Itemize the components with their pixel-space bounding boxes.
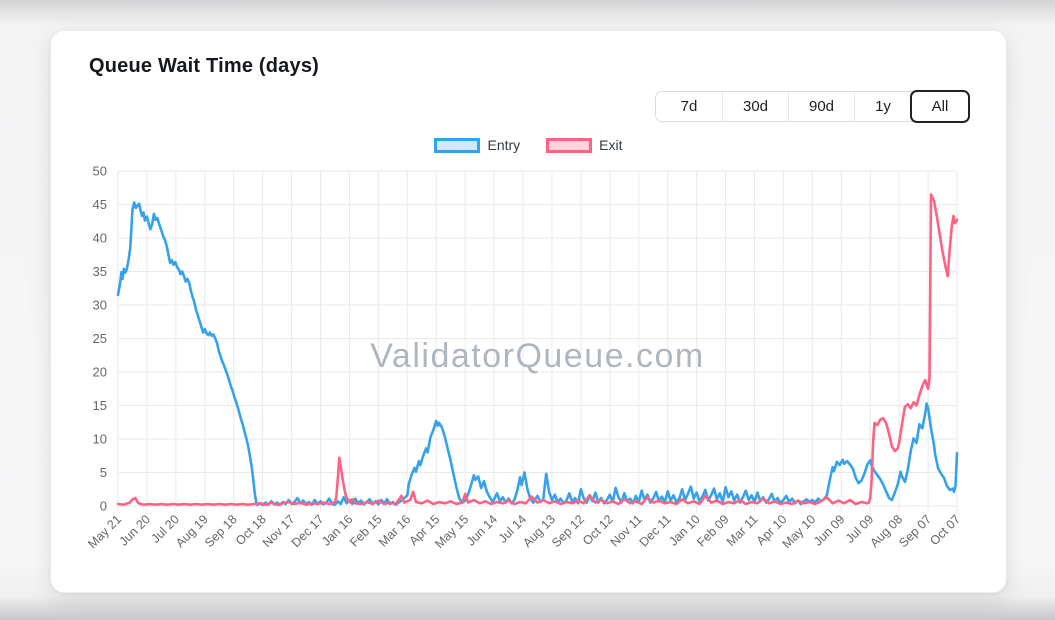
y-tick-label: 25 xyxy=(93,331,107,346)
x-tick-label: Oct 07 xyxy=(927,512,963,548)
x-tick-label: May 21 xyxy=(85,512,124,551)
y-tick-label: 0 xyxy=(100,499,107,514)
x-tick-label: Jun 14 xyxy=(464,512,500,548)
y-tick-label: 45 xyxy=(93,197,107,212)
y-tick-label: 15 xyxy=(93,398,107,413)
legend-item-entry[interactable]: Entry xyxy=(434,137,520,153)
x-tick-label: Dec 17 xyxy=(289,512,327,550)
page-title: Queue Wait Time (days) xyxy=(89,55,320,77)
exit-series-line[interactable] xyxy=(116,193,959,506)
y-tick-label: 10 xyxy=(93,432,107,447)
x-tick-label: Mar 16 xyxy=(376,512,413,549)
y-tick-label: 35 xyxy=(93,264,107,279)
range-button-1y[interactable]: 1y xyxy=(854,92,911,121)
y-tick-label: 30 xyxy=(93,298,107,313)
x-tick-label: Sep 07 xyxy=(896,512,934,550)
range-button-90d[interactable]: 90d xyxy=(788,92,854,121)
chart-area[interactable]: 0 5 10 15 20 25 30 35 40 45 50 May 21 Jun 20 Jul 20 Au… xyxy=(51,161,1008,594)
chart-card: Queue Wait Time (days) 7d 30d 90d 1y All Ent… xyxy=(50,30,1007,593)
range-button-all[interactable]: All xyxy=(910,90,970,123)
entry-series-line[interactable] xyxy=(116,201,959,507)
range-button-7d[interactable]: 7d xyxy=(656,92,722,121)
y-tick-label: 40 xyxy=(93,231,107,246)
x-tick-label: Jun 20 xyxy=(117,512,153,548)
y-tick-label: 5 xyxy=(100,465,107,480)
x-tick-label: Sep 12 xyxy=(549,512,587,550)
x-tick-label: Feb 15 xyxy=(347,512,384,549)
chart-legend: Entry Exit xyxy=(51,137,1006,153)
legend-item-exit[interactable]: Exit xyxy=(546,137,623,153)
time-range-button-group: 7d 30d 90d 1y All xyxy=(655,90,970,123)
grid-lines xyxy=(117,170,958,512)
x-tick-label: Feb 09 xyxy=(694,512,731,549)
x-tick-label: Nov 11 xyxy=(608,512,645,549)
x-tick-label: Jun 09 xyxy=(811,512,847,548)
x-tick-label: Dec 11 xyxy=(637,512,674,549)
range-button-30d[interactable]: 30d xyxy=(722,92,788,121)
legend-label: Exit xyxy=(599,137,623,153)
x-tick-label: Mar 11 xyxy=(724,512,761,549)
legend-swatch-entry xyxy=(434,137,481,153)
x-tick-label: Sep 18 xyxy=(202,512,240,550)
legend-label: Entry xyxy=(487,137,521,153)
y-tick-label: 20 xyxy=(93,365,107,380)
y-tick-label: 50 xyxy=(93,164,107,179)
legend-swatch-exit xyxy=(546,137,593,153)
